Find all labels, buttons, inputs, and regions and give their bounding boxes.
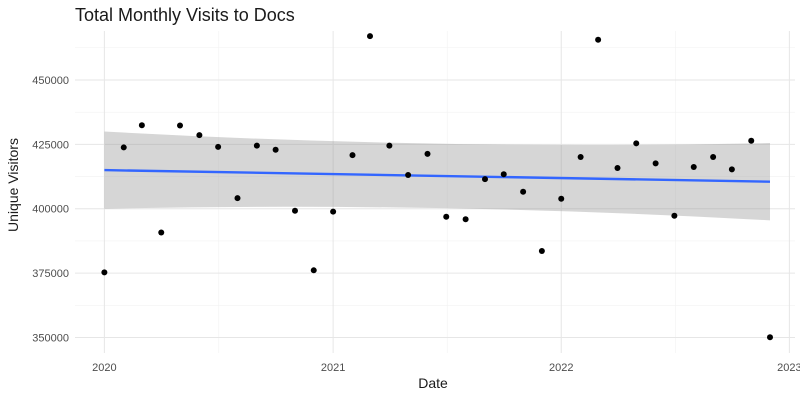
y-tick-label: 450000 [32,75,69,87]
data-point [577,153,584,160]
data-point [234,195,241,202]
trend-line-layer [104,168,771,183]
data-point [748,137,755,144]
data-point [405,171,412,178]
y-axis-title: Unique Visitors [5,138,21,232]
x-tick-label: 2023 [777,362,800,374]
y-tick-label: 425000 [32,139,69,151]
data-point [101,269,108,276]
data-point [196,132,203,139]
data-point [138,122,145,129]
data-point [652,160,659,167]
data-point [614,165,621,172]
data-point [158,229,165,236]
data-point [330,208,337,215]
x-tick-label: 2022 [549,362,573,374]
y-axis-ticks: 350000 375000 400000 425000 450000 [32,75,69,345]
data-point [690,164,697,171]
data-points [101,33,773,341]
data-point [462,216,469,223]
y-tick-label: 400000 [32,204,69,216]
data-point [120,144,127,151]
data-point [310,267,317,274]
data-point [424,150,431,157]
x-tick-label: 2020 [92,362,116,374]
data-point [349,152,356,159]
x-tick-label: 2021 [321,362,345,374]
x-axis-title: Date [418,375,448,391]
x-axis-ticks: 2020 2021 2022 2023 [92,362,800,374]
data-point [558,195,565,202]
data-point [710,153,717,160]
data-point [595,36,602,43]
data-point [253,142,260,149]
data-point [215,143,222,150]
data-point [386,142,393,149]
chart-title: Total Monthly Visits to Docs [75,5,295,25]
y-tick-label: 375000 [32,268,69,280]
data-point [633,140,640,147]
data-point [292,207,298,214]
data-point [671,212,678,219]
data-point [538,247,545,254]
trend-line [104,168,771,183]
y-tick-label: 350000 [32,333,69,345]
data-point [767,334,773,341]
data-point [177,122,183,129]
data-point [443,213,450,220]
data-point [500,171,507,178]
data-point [367,33,373,40]
grid [75,31,795,353]
data-point [272,146,279,153]
data-point [520,188,527,195]
data-point [482,176,488,183]
data-point [728,166,735,173]
